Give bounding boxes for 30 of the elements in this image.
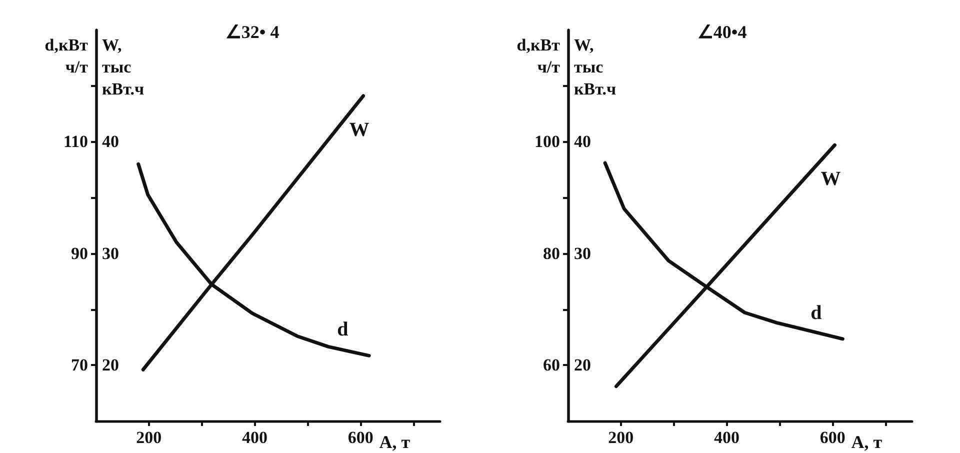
x-axis-title: A, т	[851, 432, 882, 452]
x-tick-label: 400	[242, 428, 268, 447]
y2-tick-label: 20	[574, 356, 591, 375]
y-tick-label: 100	[534, 132, 560, 152]
x-tick-label: 200	[136, 428, 162, 447]
y2-tick-label: 40	[574, 132, 591, 152]
series-label: W	[349, 118, 370, 141]
chart-title: ∠40•4	[697, 22, 747, 42]
y-axis-title: d,кВт ч/т	[44, 36, 89, 76]
y-tick-label: 80	[543, 244, 560, 263]
y-tick-label: 90	[71, 244, 88, 263]
y-tick-label: 110	[63, 132, 88, 152]
series-label: d	[810, 302, 822, 324]
y2-tick-label: 20	[102, 356, 119, 375]
y-axis-title: d,кВт ч/т	[516, 36, 561, 76]
y-tick-label: 70	[71, 356, 88, 375]
x-tick-label: 200	[608, 428, 634, 447]
series-label: d	[337, 318, 348, 341]
y-tick-label: 60	[543, 356, 560, 375]
y2-tick-label: 40	[102, 132, 119, 152]
y2-axis-title: W, тыс кВт.ч	[574, 36, 616, 98]
x-tick-label: 600	[348, 428, 374, 447]
y2-tick-label: 30	[574, 244, 591, 263]
x-tick-label: 600	[820, 428, 846, 447]
x-axis-title: A, т	[379, 432, 410, 452]
y2-tick-label: 30	[102, 244, 119, 263]
chart-title: ∠32• 4	[225, 22, 280, 42]
series-label: W	[820, 168, 841, 190]
y2-axis-title: W, тыс кВт.ч	[102, 36, 144, 98]
x-tick-label: 400	[714, 428, 740, 447]
